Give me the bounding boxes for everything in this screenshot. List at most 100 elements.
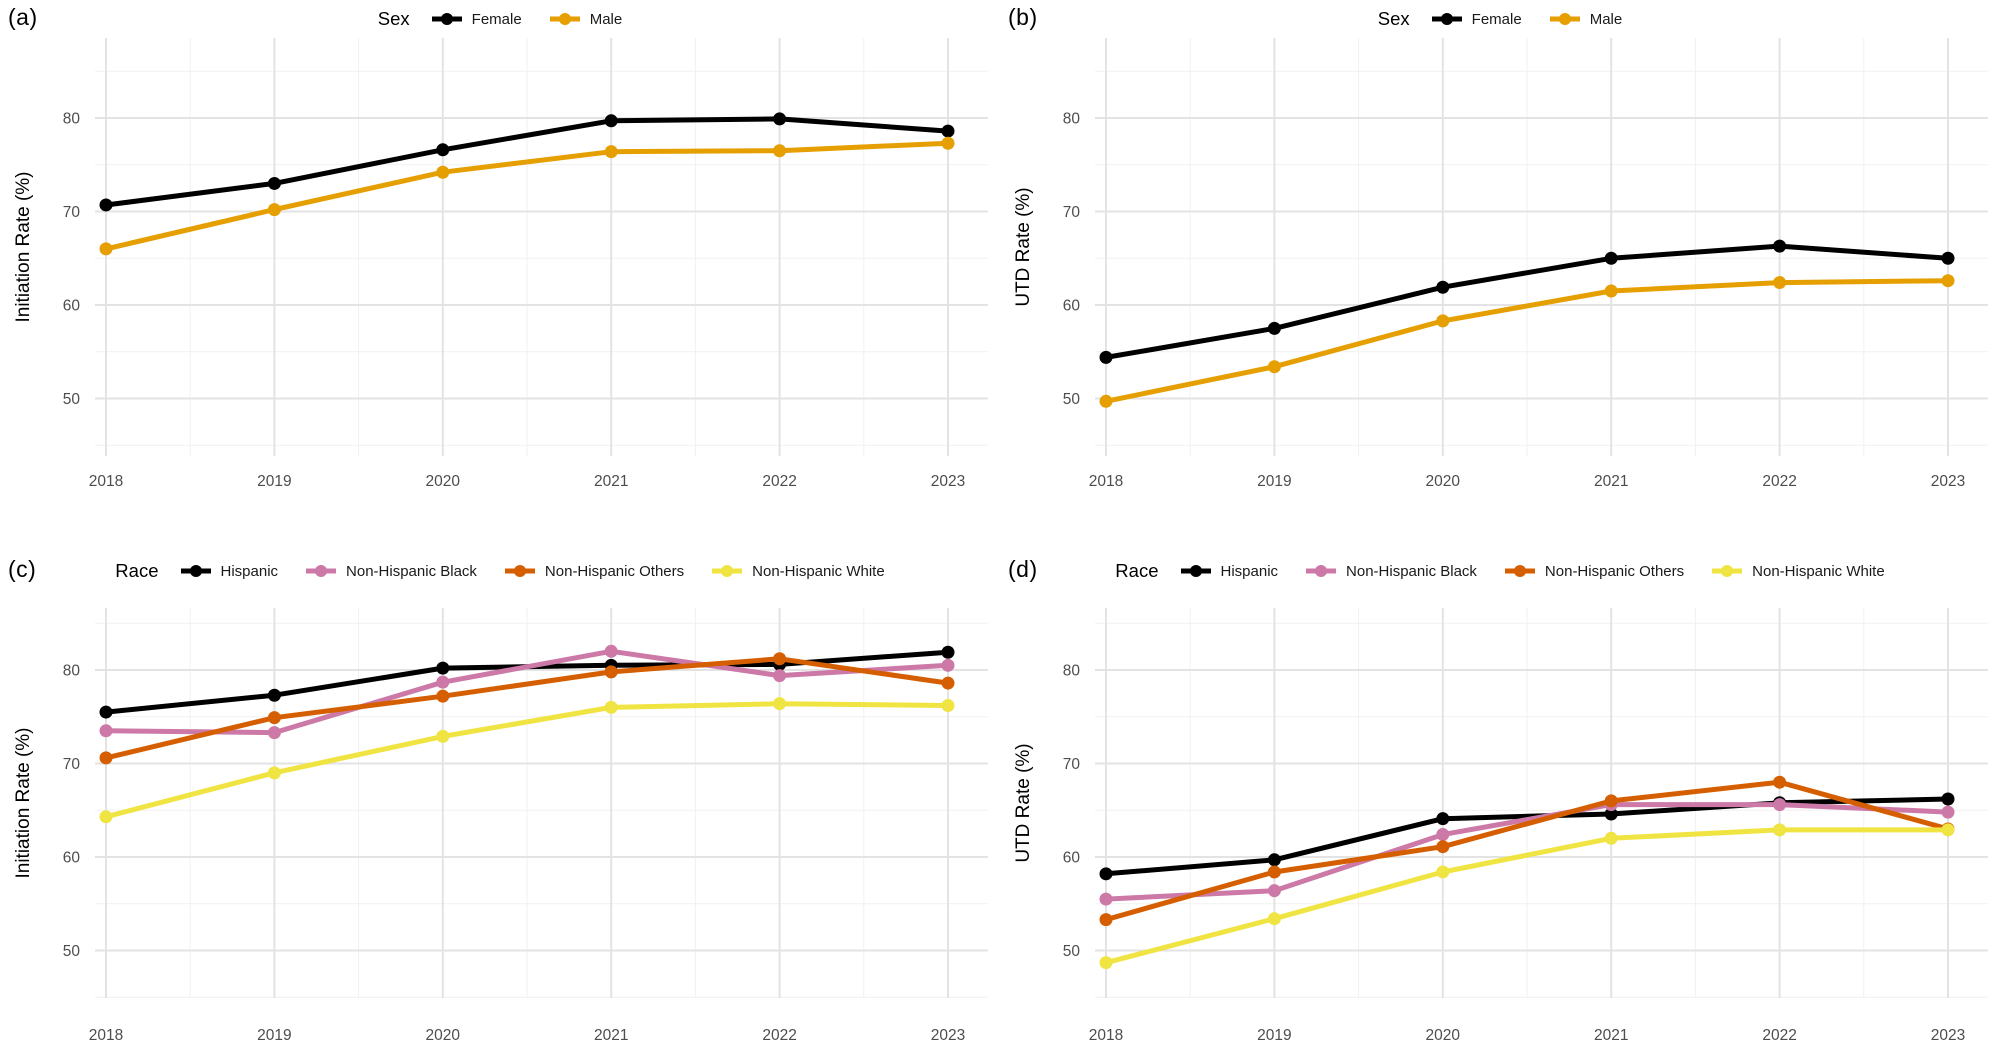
y-tick-label: 50 [63,943,81,960]
data-point-male [1773,276,1787,290]
data-point-female [1604,251,1618,265]
data-point-non-hispanic-white [1099,956,1113,970]
data-point-non-hispanic-others [1604,794,1618,808]
data-point-non-hispanic-white [1267,912,1281,926]
x-tick-label: 2018 [89,1027,123,1044]
legend-item-label: Non-Hispanic White [1752,562,1885,580]
legend-item-hispanic: Hispanic [1179,562,1279,580]
data-point-non-hispanic-black [1941,805,1955,819]
y-tick-label: 60 [63,850,81,867]
x-tick-label: 2019 [1257,473,1291,490]
series-line-hispanic [1103,796,1951,877]
series-line-non-hispanic-black [103,648,951,736]
data-point-female [436,143,450,157]
legend-key-icon [180,565,211,577]
data-point-non-hispanic-black [604,644,618,658]
y-tick-label: 70 [63,756,81,773]
x-tick-label: 2023 [1931,1027,1965,1044]
x-tick-label: 2022 [762,473,796,490]
data-point-male [1604,284,1618,298]
data-point-male [773,144,787,158]
y-tick-label: 70 [1063,756,1081,773]
data-point-non-hispanic-white [267,766,281,780]
x-tick-label: 2019 [257,473,291,490]
legend-item-non-hispanic-white: Non-Hispanic White [710,563,885,580]
y-tick-label: 50 [1063,943,1081,960]
legend-item-label: Non-Hispanic Others [1544,562,1685,580]
data-point-female [604,114,618,128]
x-tick-label: 2019 [257,1027,291,1044]
series-line-male [103,140,951,252]
legend-key-icon [1180,565,1211,577]
x-tick-label: 2023 [931,1027,965,1044]
data-point-female [1773,239,1787,253]
legend-title: Sex [377,8,410,29]
x-tick-label: 2020 [426,473,461,490]
legend-item-label: Non-Hispanic Black [346,562,477,580]
x-tick-label: 2018 [1089,473,1123,490]
x-tick-label: 2018 [1089,1027,1123,1044]
data-point-non-hispanic-others [267,711,281,725]
data-point-non-hispanic-others [1099,913,1113,927]
x-tick-label: 2022 [1762,1027,1796,1044]
legend-item-hispanic: Hispanic [179,563,278,580]
data-point-male [436,165,450,179]
data-point-hispanic [1099,867,1113,881]
x-tick-label: 2020 [1426,473,1461,490]
data-point-non-hispanic-others [436,689,450,703]
legend-item-male: Male [548,11,622,28]
plot-area-b: 50 60 70 80 2018 2019 2020 2021 2022 2023 [1063,38,1988,490]
legend-title: Sex [1377,8,1410,29]
legend-item-label: Non-Hispanic Others [544,562,685,580]
data-point-non-hispanic-white [1604,831,1618,845]
data-point-non-hispanic-white [99,810,113,824]
legend: Race Hispanic Non-Hispanic Black Non-Hispan… [1000,556,2000,586]
data-point-non-hispanic-others [941,676,955,690]
data-point-non-hispanic-white [436,729,450,743]
legend-item-label: Hispanic [1220,562,1279,580]
legend: Race Hispanic Non-Hispanic Black Non-Hispan… [0,556,1000,586]
y-tick-label: 70 [63,204,81,221]
legend-item-non-hispanic-black: Non-Hispanic Black [1304,563,1477,580]
data-point-male [99,242,113,256]
data-point-hispanic [1267,853,1281,867]
data-point-non-hispanic-white [773,697,787,711]
legend-item-label: Non-Hispanic Black [1346,562,1477,580]
data-point-female [267,176,281,190]
legend-item-non-hispanic-others: Non-Hispanic Others [503,563,684,580]
legend-item-non-hispanic-white: Non-Hispanic White [1710,563,1885,580]
data-point-hispanic [1941,792,1955,806]
legend-key-icon [306,565,337,577]
data-point-female [941,124,955,138]
series-line-non-hispanic-others [103,656,951,761]
y-tick-label: 60 [1063,298,1081,315]
y-tick-label: 80 [63,663,81,680]
data-point-non-hispanic-black [773,669,787,683]
data-point-male [941,136,955,150]
legend-title: Race [1115,560,1159,581]
x-tick-label: 2020 [1426,1027,1461,1044]
series-line-non-hispanic-white [1103,827,1951,966]
data-point-non-hispanic-others [1267,865,1281,879]
legend-item-label: Female [471,10,522,28]
legend-key-icon [712,565,743,577]
legend-key-icon [1712,565,1743,577]
data-point-female [99,198,113,212]
legend-key-icon [431,13,462,25]
legend-key-icon [1504,565,1535,577]
legend: Sex Female Male [0,4,1000,34]
legend: Sex Female Male [1000,4,2000,34]
panel-b: (b) Sex Female Male UTD Rate (%) 50 60 70 80 2018… [1000,0,2000,522]
data-point-hispanic [267,688,281,702]
data-point-hispanic [941,645,955,659]
data-point-non-hispanic-others [604,665,618,679]
x-tick-label: 2019 [1257,1027,1291,1044]
data-point-male [1267,360,1281,374]
x-tick-label: 2021 [594,473,628,490]
data-point-hispanic [1604,807,1618,821]
data-point-non-hispanic-white [941,699,955,713]
data-point-male [604,145,618,159]
panel-label: (b) [1008,4,1038,30]
legend-item-label: Male [1589,10,1623,28]
data-point-non-hispanic-others [1436,840,1450,854]
